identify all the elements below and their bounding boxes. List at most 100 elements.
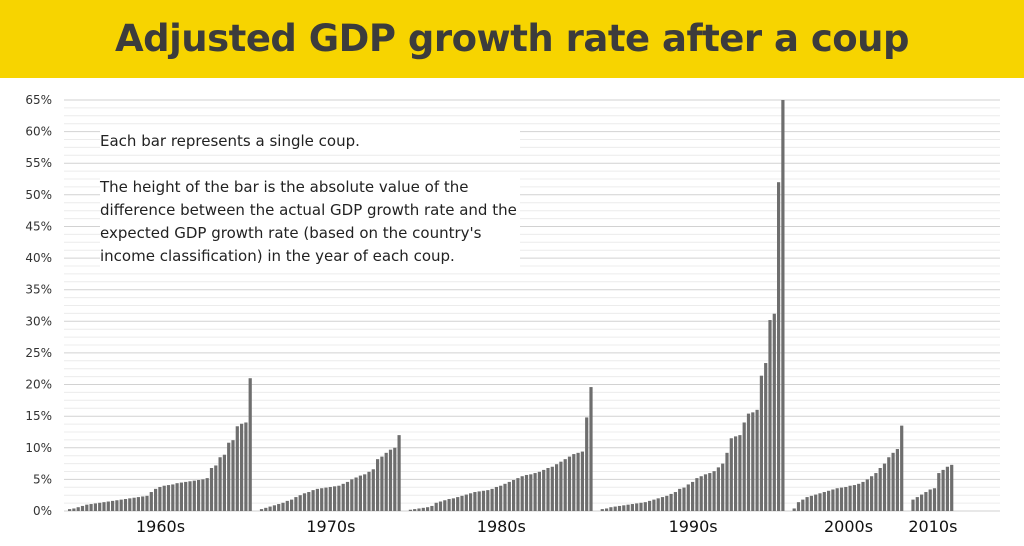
bar — [341, 483, 345, 511]
bar — [218, 457, 222, 511]
bar — [363, 474, 367, 511]
bar — [734, 436, 738, 511]
bar — [613, 506, 617, 511]
bar — [179, 482, 183, 511]
bar — [932, 488, 937, 511]
bar — [725, 452, 729, 511]
bar — [542, 469, 546, 511]
bar — [635, 503, 639, 511]
bar — [76, 507, 80, 511]
bar — [499, 485, 503, 511]
bar — [900, 425, 904, 511]
bar — [852, 485, 856, 511]
bar — [678, 488, 682, 511]
bar — [367, 471, 371, 511]
bar — [576, 452, 580, 511]
bar — [272, 505, 276, 511]
bar — [438, 501, 443, 511]
bar — [111, 500, 115, 511]
bar — [324, 487, 328, 511]
bar — [93, 503, 97, 511]
y-tick-label: 65% — [25, 93, 52, 107]
bar — [941, 469, 945, 511]
bar — [302, 493, 307, 511]
bar — [337, 485, 341, 511]
bar — [447, 498, 451, 511]
bar — [643, 502, 647, 511]
bar — [145, 495, 149, 511]
bar — [559, 461, 563, 511]
bar — [580, 451, 584, 511]
bar — [350, 479, 354, 511]
bar — [874, 473, 878, 511]
bar — [328, 486, 332, 511]
bar — [123, 498, 128, 511]
bar — [98, 502, 102, 511]
bar — [162, 485, 166, 511]
bar — [205, 478, 209, 511]
bar — [721, 463, 725, 511]
bar — [524, 474, 529, 511]
bar — [307, 492, 311, 511]
bar — [764, 363, 768, 511]
bar — [755, 409, 759, 511]
bar — [240, 423, 244, 511]
bar — [742, 422, 746, 511]
bar — [669, 493, 673, 511]
bar — [89, 504, 93, 511]
bar — [950, 464, 954, 511]
bar — [102, 502, 106, 511]
y-tick-label: 5% — [33, 472, 52, 486]
bar — [520, 476, 524, 511]
bar — [911, 499, 915, 511]
bar — [248, 378, 252, 511]
decade-label: 1990s — [669, 517, 718, 536]
bar — [231, 440, 235, 511]
bar — [924, 492, 928, 511]
bar — [397, 435, 401, 511]
bar — [345, 481, 350, 511]
bar — [699, 476, 703, 511]
title-band — [0, 0, 1024, 78]
annotation-line-1: Each bar represents a single coup. — [100, 130, 520, 153]
bar — [421, 507, 425, 511]
bar — [768, 320, 772, 511]
bar — [294, 497, 298, 511]
bar — [290, 499, 294, 511]
bar — [490, 488, 494, 511]
bar — [605, 508, 609, 511]
bar — [622, 505, 626, 511]
bar — [119, 499, 123, 511]
bar — [512, 480, 516, 511]
bar — [333, 486, 337, 511]
bar — [839, 487, 844, 511]
y-tick-label: 20% — [25, 378, 52, 392]
bar — [154, 488, 158, 511]
bar — [469, 493, 473, 511]
bar — [555, 464, 559, 511]
bar — [80, 505, 85, 511]
bar — [870, 476, 874, 511]
bar — [887, 457, 891, 511]
bar — [716, 467, 720, 511]
bar — [865, 479, 869, 511]
bar — [426, 507, 430, 511]
bar — [848, 485, 852, 511]
bar — [481, 490, 486, 511]
bar — [417, 508, 421, 511]
bar — [85, 504, 89, 511]
bar — [772, 313, 776, 511]
bar — [831, 489, 835, 511]
bar — [516, 478, 520, 511]
bar — [264, 507, 268, 511]
bar — [460, 495, 464, 511]
y-tick-label: 40% — [25, 251, 52, 265]
bar — [214, 465, 218, 511]
bar — [861, 481, 865, 511]
bar — [380, 456, 384, 511]
bar — [805, 497, 809, 511]
bar — [818, 493, 822, 511]
y-tick-label: 45% — [25, 220, 52, 234]
bar — [507, 481, 511, 511]
bar — [434, 502, 438, 511]
